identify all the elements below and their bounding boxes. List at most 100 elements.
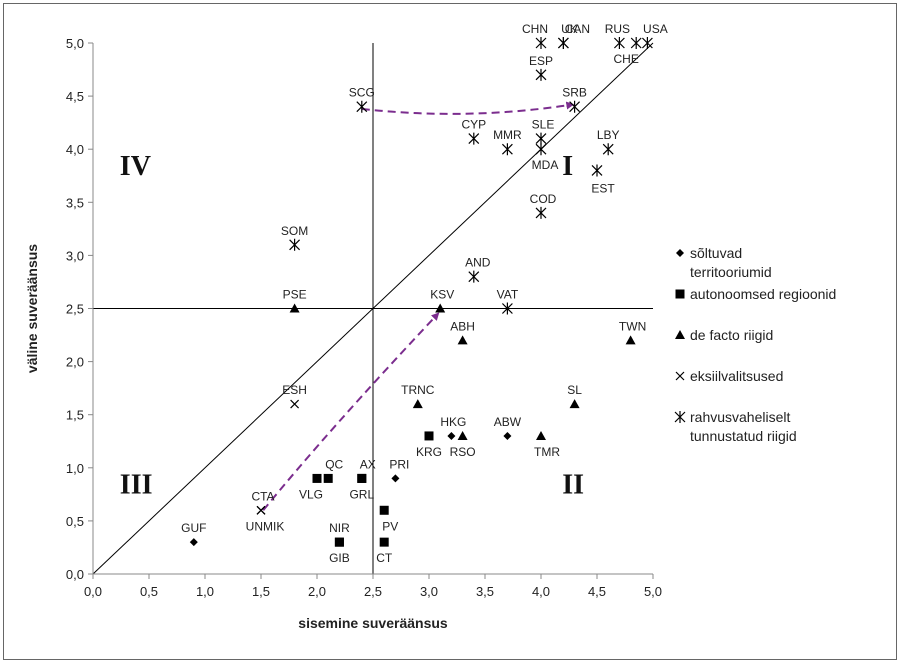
- asterisk-marker: [630, 37, 642, 49]
- x-tick-label: 1,0: [196, 584, 214, 599]
- dashed-arrow: [361, 101, 575, 115]
- x-tick-label: 0,5: [140, 584, 158, 599]
- quadrant-label-i: I: [562, 151, 573, 182]
- point-label-twn: TWN: [619, 319, 646, 333]
- point-label-ksv: KSV: [430, 288, 454, 302]
- square-marker: [379, 505, 389, 515]
- triangle-marker: [435, 303, 446, 313]
- triangle-marker: [457, 335, 468, 345]
- asterisk-marker-stroke: [674, 411, 686, 423]
- diagonal-reference-line: [92, 42, 654, 575]
- asterisk-marker: [468, 132, 480, 145]
- legend-label: eksiilvalitsused: [690, 368, 783, 384]
- asterisk-marker: [501, 143, 513, 156]
- x-axis-label: sisemine suveräänsus: [298, 615, 448, 631]
- asterisk-marker: [674, 411, 686, 423]
- x-marker-stroke: [256, 505, 266, 515]
- square-marker: [424, 431, 434, 441]
- point-label-sl: SL: [567, 383, 582, 397]
- point-label-vat: VAT: [497, 288, 519, 302]
- asterisk-marker-stroke: [630, 37, 642, 49]
- y-tick-label: 3,5: [66, 195, 84, 210]
- point-label-ct: CT: [376, 551, 393, 565]
- y-tick-label: 2,5: [66, 302, 84, 317]
- point-label-can: CAN: [565, 22, 590, 36]
- square-marker: [334, 537, 344, 547]
- diamond-marker: [391, 474, 400, 483]
- point-label-pse: PSE: [283, 288, 307, 302]
- point-label-chn: CHN: [522, 22, 548, 36]
- asterisk-marker: [356, 100, 368, 113]
- x-tick-label: 3,5: [476, 584, 494, 599]
- point-label-usa: USA: [643, 22, 668, 36]
- asterisk-marker: [602, 143, 614, 156]
- point-label-abh: ABH: [450, 319, 475, 333]
- point-label-rus: RUS: [605, 22, 630, 36]
- x-tick-label: 3,0: [420, 584, 438, 599]
- asterisk-marker: [535, 206, 547, 219]
- asterisk-marker-stroke: [501, 302, 513, 315]
- asterisk-marker-stroke: [613, 37, 625, 49]
- x-tick-label: 2,0: [308, 584, 326, 599]
- asterisk-marker-stroke: [591, 164, 603, 177]
- x-tick-label: 5,0: [644, 584, 662, 599]
- point-label-srb: SRB: [562, 86, 587, 100]
- asterisk-marker-stroke: [535, 143, 547, 156]
- x-marker: [675, 371, 685, 381]
- point-label-esp: ESP: [529, 54, 553, 68]
- point-label-scg: SCG: [349, 86, 375, 100]
- triangle-marker: [625, 335, 636, 345]
- point-label-and: AND: [465, 256, 491, 270]
- point-label-hkg: HKG: [440, 415, 466, 429]
- y-tick-label: 0,5: [66, 514, 84, 529]
- diamond-marker: [676, 249, 684, 257]
- asterisk-marker-stroke: [535, 206, 547, 219]
- diamond-marker: [503, 431, 512, 440]
- asterisk-marker-stroke: [468, 270, 480, 283]
- point-label-cta: CTA: [251, 489, 274, 503]
- asterisk-marker-stroke: [468, 132, 480, 145]
- quadrant-label-iii: III: [120, 470, 153, 501]
- point-label-vlg: VLG: [299, 487, 323, 501]
- asterisk-marker-stroke: [602, 143, 614, 156]
- x-marker: [290, 399, 300, 409]
- x-tick-label: 1,5: [252, 584, 270, 599]
- point-label-mda: MDA: [532, 158, 559, 172]
- asterisk-marker-stroke: [535, 68, 547, 81]
- triangle-marker: [457, 430, 468, 440]
- point-label-tmr: TMR: [534, 445, 560, 459]
- point-label-uk: UK: [561, 22, 578, 36]
- square-marker: [379, 537, 389, 547]
- square-marker: [323, 473, 333, 483]
- asterisk-marker-stroke: [289, 238, 301, 251]
- legend-label: sõltuvad: [690, 245, 742, 261]
- asterisk-marker: [613, 37, 625, 49]
- asterisk-marker: [557, 37, 569, 49]
- asterisk-marker: [591, 164, 603, 177]
- triangle-marker: [536, 430, 546, 440]
- asterisk-marker-stroke: [641, 37, 653, 49]
- asterisk-marker: [535, 143, 547, 156]
- triangle-marker: [412, 399, 423, 409]
- y-tick-label: 3,0: [66, 248, 84, 263]
- chart-frame: [3, 3, 897, 660]
- asterisk-marker: [641, 37, 653, 49]
- y-tick-label: 4,5: [66, 89, 84, 104]
- point-label-pv: PV: [382, 519, 398, 533]
- asterisk-marker: [535, 68, 547, 81]
- point-label-cod: COD: [530, 192, 557, 206]
- legend-label-cont: tunnustatud riigid: [690, 428, 797, 444]
- point-label-qc: QC: [325, 457, 343, 471]
- point-label-esh: ESH: [282, 383, 307, 397]
- asterisk-marker: [468, 270, 480, 283]
- x-marker-stroke: [290, 399, 300, 409]
- asterisk-marker-stroke: [535, 37, 547, 49]
- x-tick-label: 4,0: [532, 584, 550, 599]
- legend-label-cont: territooriumid: [690, 264, 772, 280]
- point-label-che: CHE: [614, 52, 639, 66]
- y-tick-label: 5,0: [66, 36, 84, 51]
- point-label-som: SOM: [281, 224, 308, 238]
- point-label-rso: RSO: [450, 445, 476, 459]
- asterisk-marker-stroke: [557, 37, 569, 49]
